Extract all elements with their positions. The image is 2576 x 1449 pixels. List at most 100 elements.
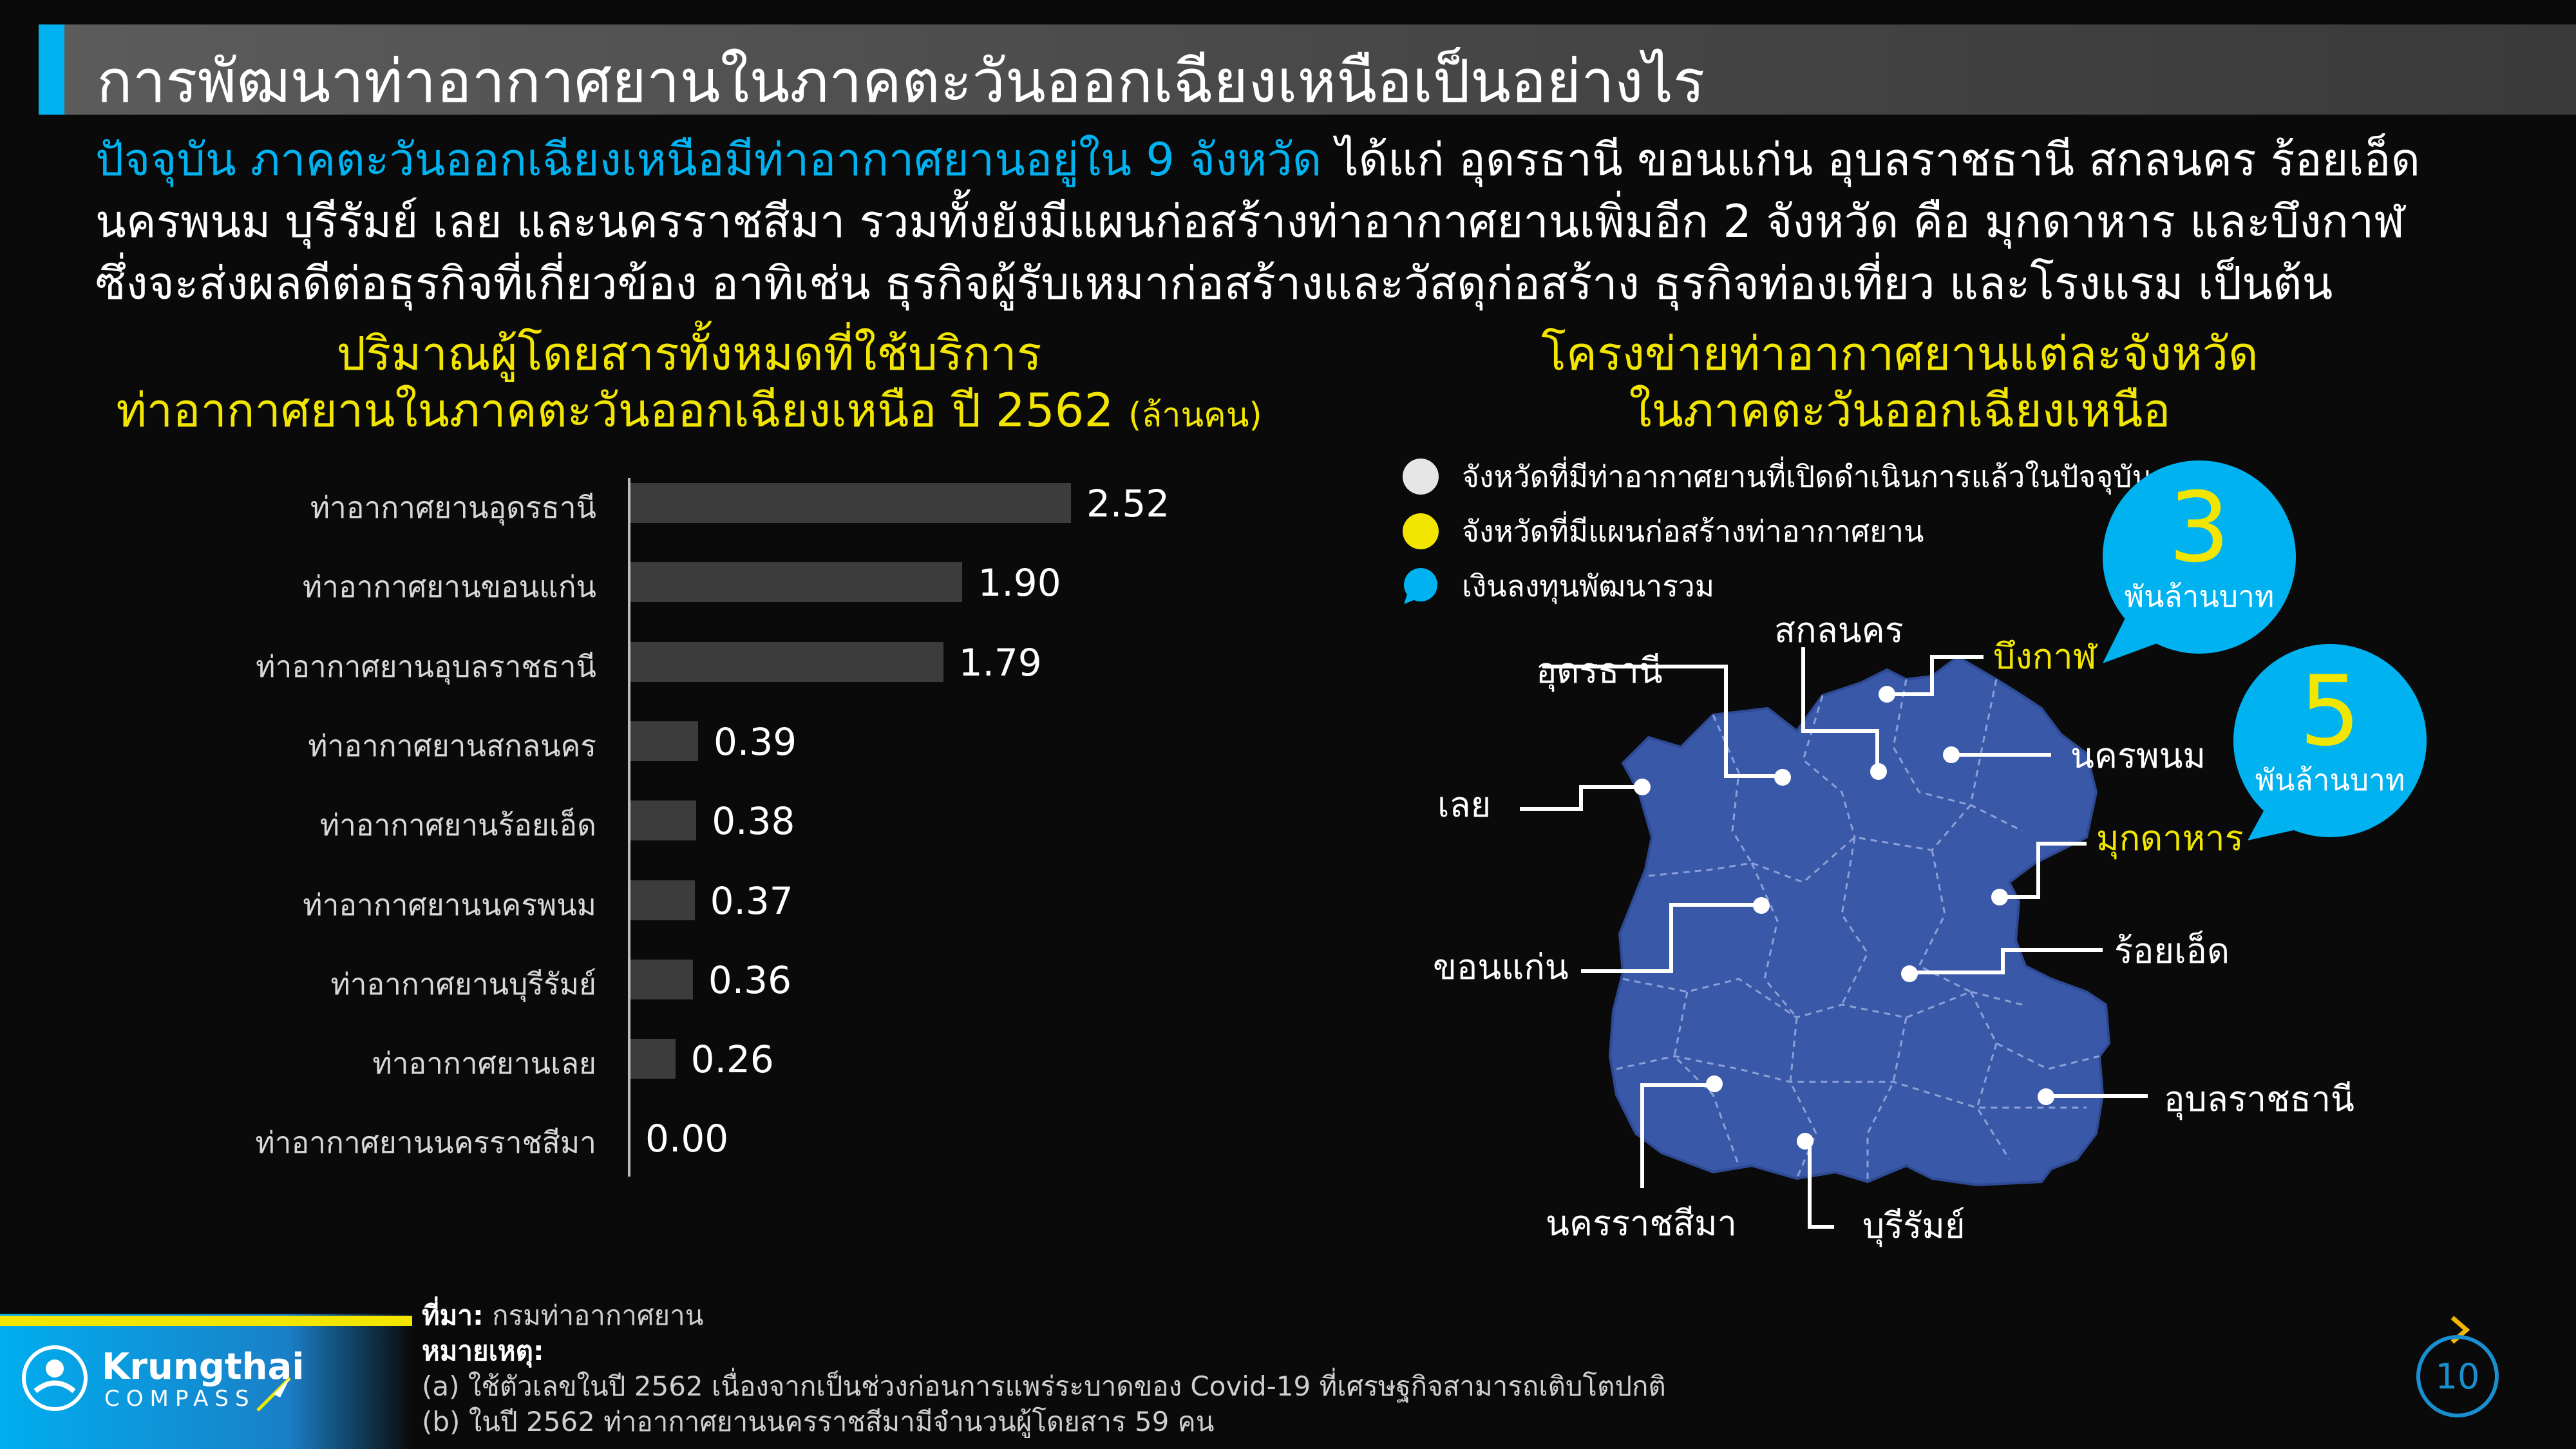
krungthai-logo-icon	[22, 1345, 88, 1411]
bar	[630, 562, 963, 603]
legend-label-investment: เงินลงทุนพัฒนารวม	[1462, 568, 1715, 603]
page-title: การพัฒนาท่าอากาศยานในภาคตะวันออกเฉียงเหน…	[97, 47, 1705, 116]
bubble-1-value: 3	[2168, 472, 2230, 584]
bar	[630, 721, 698, 761]
logo-subtext: COMPASS	[104, 1386, 256, 1412]
dot-khonkaen	[1753, 897, 1770, 914]
bubble-1-caption: พันล้านบาท	[2124, 579, 2275, 614]
bar	[630, 1039, 676, 1079]
chart-unit: (ล้านคน)	[1128, 396, 1262, 435]
leader-korat	[1640, 1083, 1713, 1188]
note-a: (a) ใช้ตัวเลขในปี 2562 เนื่องจากเป็นช่วง…	[422, 1370, 1666, 1402]
province-bueng: บึงกาฬ	[1993, 636, 2098, 677]
bubble-2-value: 5	[2299, 656, 2361, 768]
bar-value-label: 0.38	[712, 799, 795, 844]
leader-udon	[1542, 665, 1781, 778]
bubble-2-caption: พันล้านบาท	[2255, 762, 2405, 797]
intro-line-3: ซึ่งจะส่งผลดีต่อธุรกิจที่เกี่ยวข้อง อาทิ…	[95, 257, 2333, 310]
leader-buriram	[1808, 1141, 1834, 1229]
bar-category-label: ท่าอากาศยานร้อยเอ็ด	[319, 808, 596, 843]
bar-value-label: 2.52	[1086, 482, 1170, 526]
province-roiet: ร้อยเอ็ด	[2114, 931, 2230, 971]
bar-value-label: 1.90	[978, 561, 1061, 605]
page-number: 10	[2416, 1335, 2499, 1417]
dot-buriram	[1797, 1133, 1814, 1150]
bar	[630, 880, 695, 920]
bar	[630, 483, 1071, 523]
leader-khonkaen	[1581, 903, 1761, 973]
dot-loei	[1634, 779, 1651, 795]
map-title-line-2: ในภาคตะวันออกเฉียงเหนือ	[1629, 383, 2171, 437]
legend-item-operating: จังหวัดที่มีท่าอากาศยานที่เปิดดำเนินการแ…	[1403, 457, 2152, 496]
map-title-line-1: โครงข่ายท่าอากาศยานแต่ละจังหวัด	[1541, 327, 2259, 381]
bar	[630, 959, 693, 999]
province-ubon: อุบลราชธานี	[2164, 1079, 2354, 1121]
title-bar: การพัฒนาท่าอากาศยานในภาคตะวันออกเฉียงเหน…	[39, 24, 2576, 116]
bar-category-label: ท่าอากาศยานบุรีรัมย์	[330, 966, 596, 1001]
investment-bubble-2: 5 พันล้านบาท	[2233, 660, 2427, 804]
legend-item-planned: จังหวัดที่มีแผนก่อสร้างท่าอากาศยาน	[1403, 512, 1924, 551]
chart-title-line-2: ท่าอากาศยานในภาคตะวันออกเฉียงเหนือ ปี 25…	[116, 383, 1114, 437]
bar-value-label: 0.36	[708, 958, 791, 1002]
source-text: กรมท่าอากาศยาน	[483, 1300, 704, 1331]
bar-category-label: ท่าอากาศยานนครราชสีมา	[255, 1125, 596, 1160]
source-line: ที่มา: กรมท่าอากาศยาน	[422, 1294, 703, 1337]
intro-highlight: ปัจจุบัน ภาคตะวันออกเฉียงเหนือมีท่าอากาศ…	[95, 133, 1322, 186]
legend-item-investment: เงินลงทุนพัฒนารวม	[1403, 567, 1714, 605]
notes-label: หมายเหตุ:	[422, 1335, 544, 1367]
province-mukdahan: มุกดาหาร	[2096, 818, 2244, 860]
dot-bueng	[1879, 686, 1895, 703]
intro-line-1: ปัจจุบัน ภาคตะวันออกเฉียงเหนือมีท่าอากาศ…	[95, 129, 2543, 191]
legend-label-operating: จังหวัดที่มีท่าอากาศยานที่เปิดดำเนินการแ…	[1462, 459, 2152, 494]
compass-needle-icon	[256, 1377, 291, 1412]
province-borders	[1616, 679, 2100, 1182]
legend-label-planned: จังหวัดที่มีแผนก่อสร้างท่าอากาศยาน	[1462, 513, 1924, 549]
intro-line-1-rest: ได้แก่ อุดรธานี ขอนแก่น อุบลราชธานี สกลน…	[1321, 133, 2420, 186]
bar-category-label: ท่าอากาศยานอุบลราชธานี	[256, 649, 596, 684]
leader-sakon	[1801, 647, 1879, 772]
bar-value-label: 0.39	[714, 719, 797, 764]
dot-mukdahan	[1991, 889, 2008, 905]
chart-title: ปริมาณผู้โดยสารทั้งหมดที่ใช้บริการ ท่าอา…	[90, 325, 1288, 444]
province-korat: นครราชสีมา	[1546, 1203, 1737, 1244]
bar-category-label: ท่าอากาศยานอุดรธานี	[310, 490, 596, 525]
province-khonkaen: ขอนแก่น	[1433, 947, 1569, 987]
title-accent-stripe	[39, 24, 64, 115]
note-b: (b) ในปี 2562 ท่าอากาศยานนครราชสีมามีจำน…	[422, 1406, 1215, 1437]
map-title: โครงข่ายท่าอากาศยานแต่ละจังหวัด ในภาคตะว…	[1449, 325, 2351, 439]
dot-roiet	[1901, 965, 1918, 982]
bar-category-label: ท่าอากาศยานเลย	[372, 1046, 596, 1081]
chart-title-line-1: ปริมาณผู้โดยสารทั้งหมดที่ใช้บริการ	[336, 327, 1042, 381]
speech-bubble-icon	[1404, 568, 1437, 604]
source-label: ที่มา:	[422, 1300, 484, 1331]
dot-ubon	[2038, 1088, 2054, 1105]
intro-line-2: นครพนม บุรีรัมย์ เลย และนครราชสีมา รวมทั…	[95, 195, 2405, 248]
leader-loei	[1520, 785, 1641, 811]
bar-value-label: 1.79	[958, 640, 1042, 685]
bar-category-label: ท่าอากาศยานขอนแก่น	[302, 569, 596, 605]
bar	[630, 800, 697, 841]
province-udon: อุดรธานี	[1536, 650, 1663, 692]
province-buriram: บุรีรัมย์	[1862, 1206, 1965, 1247]
dot-udon	[1774, 769, 1791, 786]
province-sakon: สกลนคร	[1774, 610, 1904, 650]
province-loei: เลย	[1437, 784, 1491, 825]
bar-value-label: 0.00	[645, 1117, 729, 1161]
footer-yellow-stripe	[0, 1316, 412, 1326]
footer-brand-band	[0, 1314, 412, 1449]
legend-dot-white	[1403, 459, 1439, 495]
bar-category-label: ท่าอากาศยานนครพนม	[303, 887, 596, 922]
dot-korat	[1706, 1075, 1723, 1092]
chart-axis-line	[628, 478, 630, 1177]
isan-region-shape	[1608, 655, 2111, 1187]
province-nakhonphanom: นครพนม	[2070, 735, 2206, 776]
leader-mukdahan	[2000, 842, 2087, 899]
bar-category-label: ท่าอากาศยานสกลนคร	[308, 728, 596, 763]
leader-bueng	[1887, 655, 1984, 696]
intro-paragraph: ปัจจุบัน ภาคตะวันออกเฉียงเหนือมีท่าอากาศ…	[95, 129, 2543, 314]
legend-dot-yellow	[1403, 513, 1439, 549]
bar-value-label: 0.37	[710, 878, 793, 923]
dot-sakon	[1870, 763, 1887, 780]
leader-roiet	[1909, 948, 2103, 974]
